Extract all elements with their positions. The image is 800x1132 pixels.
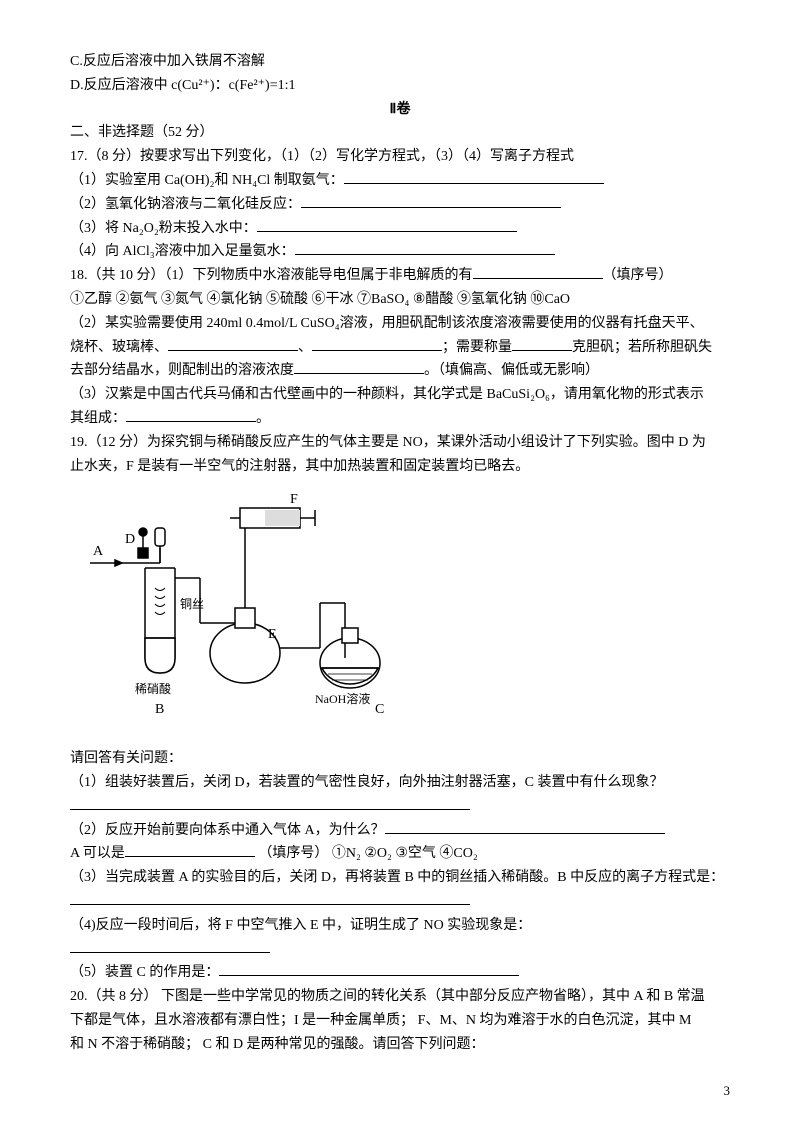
q17-head: 17.（8 分）按要求写出下列变化，（1）（2）写化学方程式，（3）（4）写离子… [70,145,730,169]
q20-l2: 下都是气体，且水溶液都有漂白性；I 是一种金属单质； F、M、N 均为难溶于水的… [70,1009,730,1033]
q18-3b: 其组成： 。 [70,407,730,431]
option-d: D.反应后溶液中 c(Cu²⁺)：c(Fe²⁺)=1:1 [70,74,730,98]
blank [295,240,555,255]
q19-2b: A 可以是 （填序号） ①N₂ ②O₂ ③空气 ④CO₂ [70,842,730,866]
q18-2b-t3: ；需要称量 [442,340,512,355]
q18-2c: 去部分结晶水，则配制出的溶液浓度 。（填偏高、偏低或无影响） [70,359,730,383]
q17-3: （3）将 Na₂O₂粉末投入水中： [70,217,730,241]
q17-3-text: （3）将 Na₂O₂粉末投入水中： [70,221,257,236]
label-d: D [125,532,135,547]
label-e: E [268,627,277,642]
label-naoh: NaOH溶液 [315,691,370,706]
label-c: C [375,702,384,717]
q19-2b-t2: （填序号） ①N₂ ②O₂ ③空气 ④CO₂ [258,846,477,861]
blank [70,890,470,905]
q18-options: ①乙醇 ②氨气 ③氮气 ④氯化钠 ⑤硫酸 ⑥干冰 ⑦BaSO₄ ⑧醋酸 ⑨氢氧化… [70,288,730,312]
label-f: F [290,492,298,507]
blank [125,842,255,857]
q18-3a: （3）汉紫是中国古代兵马俑和古代壁画中的一种颜料，其化学式是 BaCuSi₂O₆… [70,383,730,407]
label-acid: 稀硝酸 [135,681,171,696]
label-b: B [155,702,164,717]
q18-2b: 烧杯、玻璃棒、 、 ；需要称量 克胆矾；若所称胆矾失 [70,336,730,360]
q19-1-blank [70,795,730,819]
q18-1-suffix: （填序号） [603,268,673,283]
blank [70,795,470,810]
q19-2-text: （2）反应开始前要向体系中通入气体 A，为什么？ [70,823,385,838]
blank [168,336,298,351]
q19-2: （2）反应开始前要向体系中通入气体 A，为什么？ [70,819,730,843]
q17-2: （2）氢氧化钠溶液与二氧化硅反应： [70,193,730,217]
blank [385,819,665,834]
q18-3b-t1: 其组成： [70,411,126,426]
label-a: A [93,544,104,559]
q19-2b-t1: A 可以是 [70,846,125,861]
blank [219,961,519,976]
q17-2-text: （2）氢氧化钠溶液与二氧化硅反应： [70,197,301,212]
q18-3b-t2: 。 [256,411,270,426]
q17-1-text: （1）实验室用 Ca(OH)₂和 NH₄Cl 制取氨气： [70,173,344,188]
blank [126,407,256,422]
section-ii-title: Ⅱ卷 [70,98,730,122]
blank [344,169,604,184]
blank [312,336,442,351]
q19-5: （5）装置 C 的作用是： [70,961,730,985]
apparatus-diagram: A D 铜丝 [90,488,730,737]
blank [473,264,603,279]
q18-2c-t2: 。（填偏高、偏低或无影响） [424,363,599,378]
q19-after: 请回答有关问题： [70,747,730,771]
q20-l3: 和 N 不溶于稀硝酸； C 和 D 是两种常见的强酸。请回答下列问题： [70,1033,730,1057]
q18-1: 18.（共 10 分）（1）下列物质中水溶液能导电但属于非电解质的有 （填序号） [70,264,730,288]
option-c: C.反应后溶液中加入铁屑不溶解 [70,50,730,74]
q19-3: （3）当完成装置 A 的实验目的后，关闭 D，再将装置 B 中的铜丝插入稀硝酸。… [70,866,730,890]
blank [512,336,572,351]
q18-2b-t4: 克胆矾；若所称胆矾失 [572,340,712,355]
blank [70,938,270,953]
q19-4-text: （4)反应一段时间后，将 F 中空气推入 E 中，证明生成了 NO 实验现象是： [70,918,531,933]
page: C.反应后溶液中加入铁屑不溶解 D.反应后溶液中 c(Cu²⁺)：c(Fe²⁺)… [0,0,800,1132]
blank [301,193,561,208]
q19-head: 19.（12 分）为探究铜与稀硝酸反应产生的气体主要是 NO，某课外活动小组设计… [70,431,730,455]
page-number: 3 [724,1080,731,1102]
q19-4: （4)反应一段时间后，将 F 中空气推入 E 中，证明生成了 NO 实验现象是： [70,914,730,962]
q19-5-text: （5）装置 C 的作用是： [70,965,219,980]
q18-2c-t1: 去部分结晶水，则配制出的溶液浓度 [70,363,294,378]
q18-2b-t1: 烧杯、玻璃棒、 [70,340,168,355]
q17-4-text: （4）向 AlCl₃溶液中加入足量氨水： [70,244,295,259]
q17-4: （4）向 AlCl₃溶液中加入足量氨水： [70,240,730,264]
blank [257,217,517,232]
part-header: 二、非选择题（52 分） [70,121,730,145]
q18-1-text: 18.（共 10 分）（1）下列物质中水溶液能导电但属于非电解质的有 [70,268,473,283]
q19-3-blank [70,890,730,914]
q17-1: （1）实验室用 Ca(OH)₂和 NH₄Cl 制取氨气： [70,169,730,193]
blank [294,359,424,374]
q20-l1: 20.（共 8 分） 下图是一些中学常见的物质之间的转化关系（其中部分反应产物省… [70,985,730,1009]
q18-2a: （2）某实验需要使用 240ml 0.4mol/L CuSO₄溶液，用胆矾配制该… [70,312,730,336]
q19-head2: 止水夹，F 是装有一半空气的注射器，其中加热装置和固定装置均已略去。 [70,455,730,479]
q19-1: （1）组装好装置后，关闭 D，若装置的气密性良好，向外抽注射器活塞，C 装置中有… [70,771,730,795]
q18-2b-t2: 、 [298,340,312,355]
